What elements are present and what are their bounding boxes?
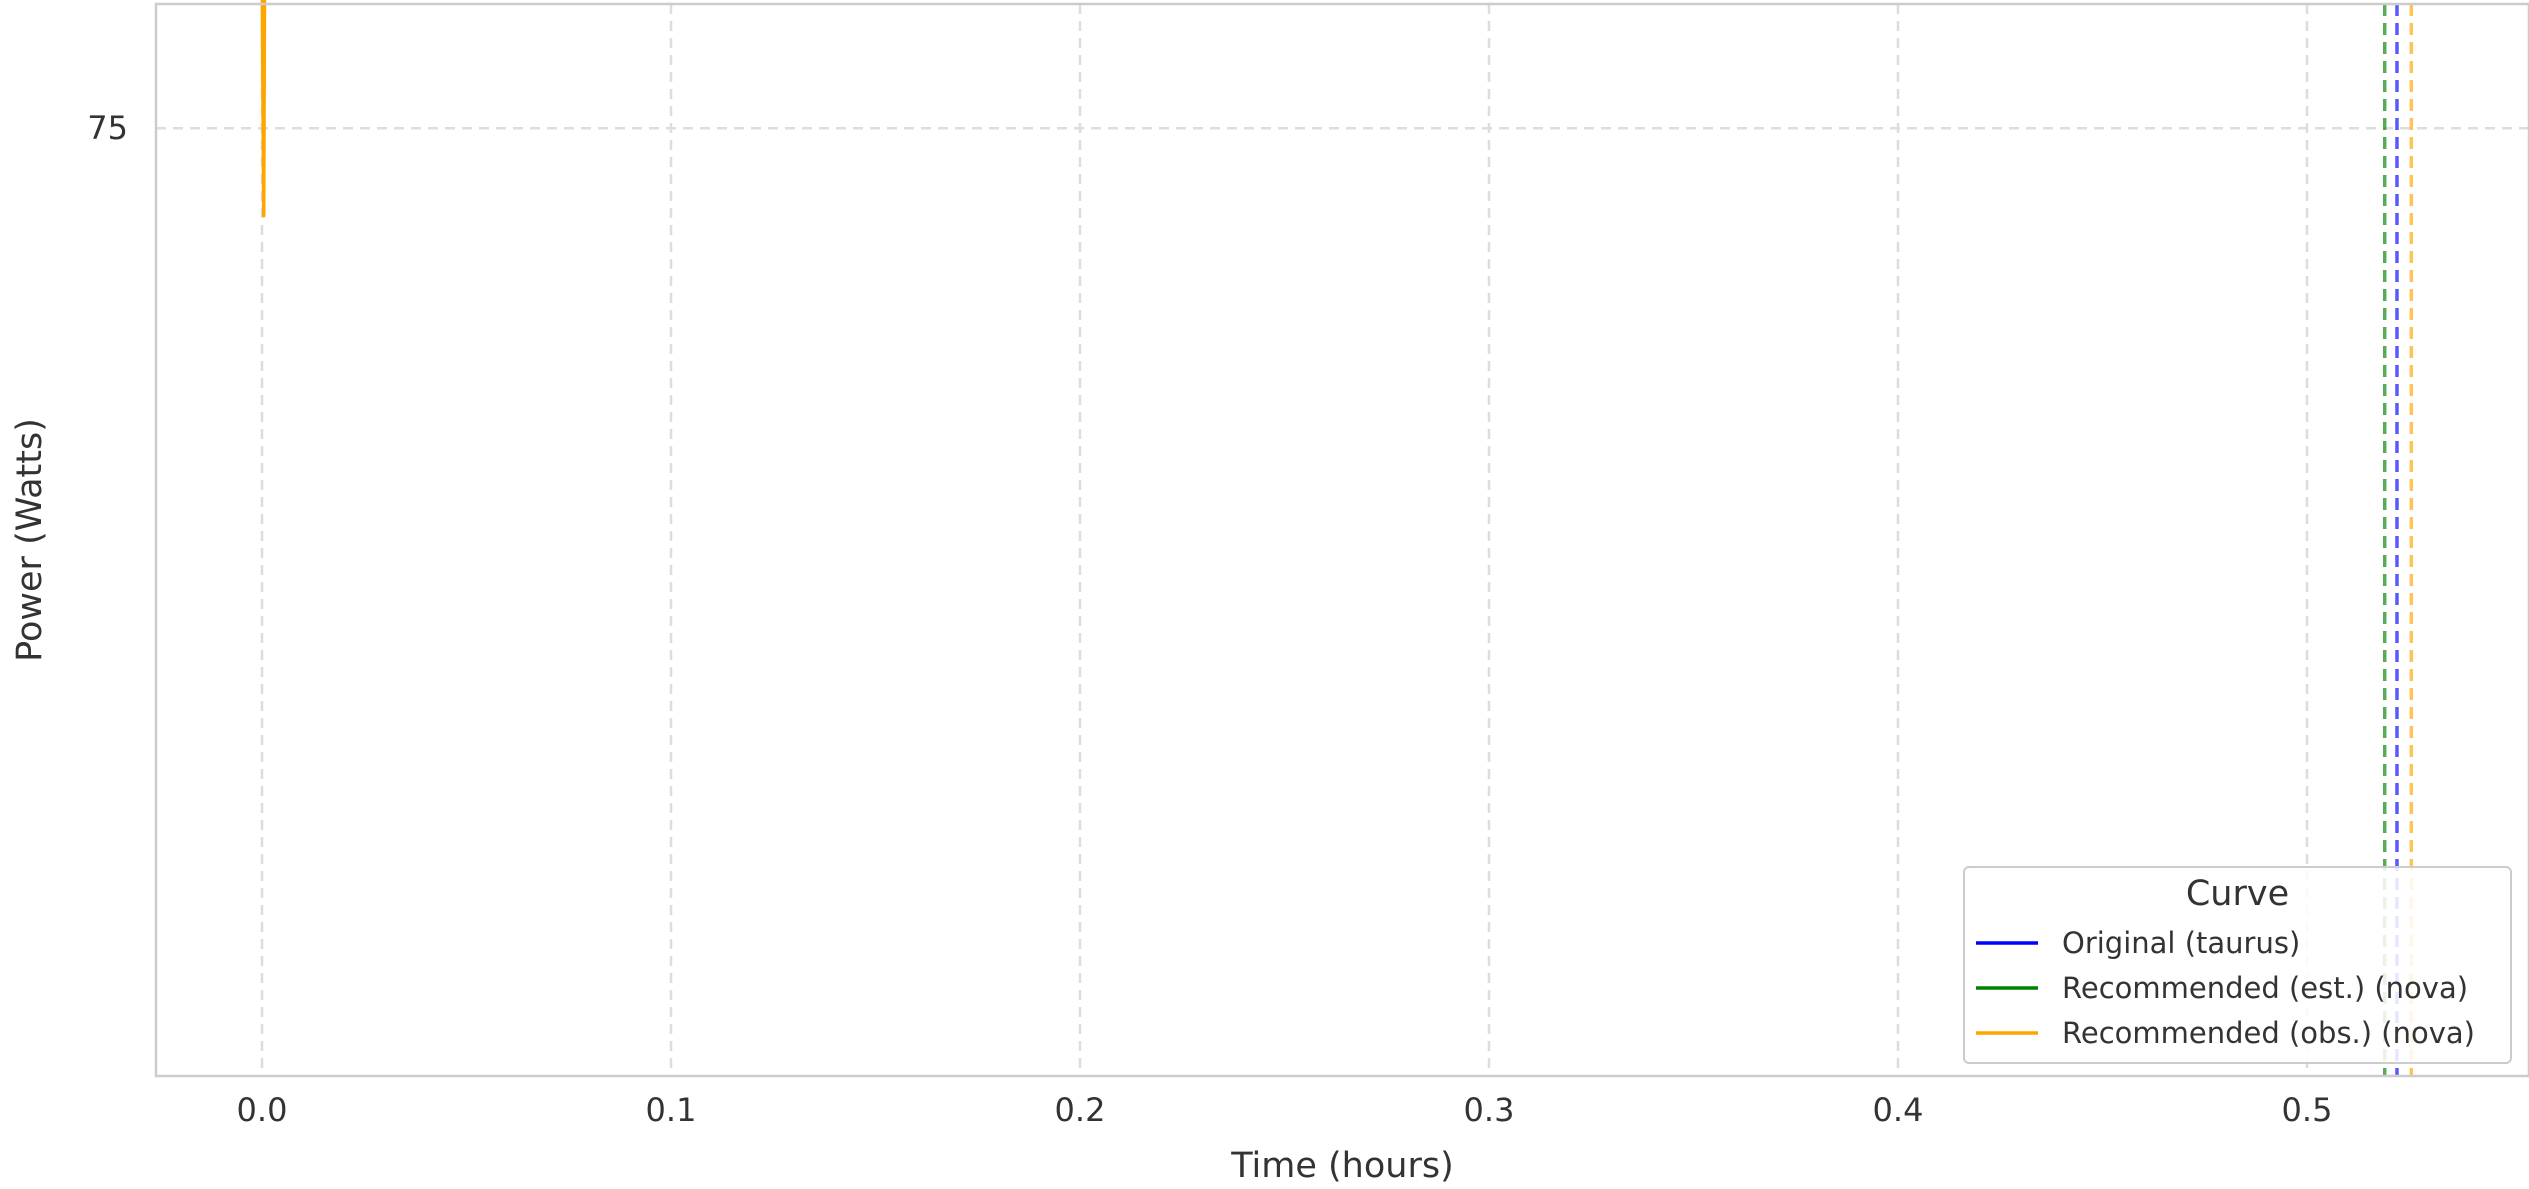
x-tick-label: 0.4 (1873, 1091, 1924, 1129)
y-tick-label: 75 (87, 109, 128, 147)
y-axis-label: Power (Watts) (10, 418, 50, 662)
x-tick-labels: 0.0 0.1 0.2 0.3 0.4 0.5 (237, 1091, 2333, 1129)
legend-title: Curve (2186, 874, 2289, 914)
legend-label: Recommended (obs.) (nova) (2062, 1016, 2475, 1050)
y-tick-labels: 75100125150175200225250 (87, 109, 128, 147)
legend: Curve Original (taurus) Recommended (est.… (1963, 866, 2512, 1064)
x-tick-label: 0.0 (237, 1091, 288, 1129)
legend-label: Original (taurus) (2062, 926, 2300, 960)
x-axis-label: Time (hours) (1230, 1146, 1454, 1186)
plot-frame (154, 2, 2529, 1078)
legend-label: Recommended (est.) (nova) (2062, 971, 2468, 1005)
legend-box (1963, 866, 2512, 1064)
x-tick-label: 0.1 (646, 1091, 697, 1129)
x-tick-label: 0.2 (1055, 1091, 1106, 1129)
x-tick-label: 0.5 (2282, 1091, 2333, 1129)
x-tick-label: 0.3 (1464, 1091, 1515, 1129)
legend-items: Original (taurus) Recommended (est.) (nov… (1976, 926, 2475, 1050)
